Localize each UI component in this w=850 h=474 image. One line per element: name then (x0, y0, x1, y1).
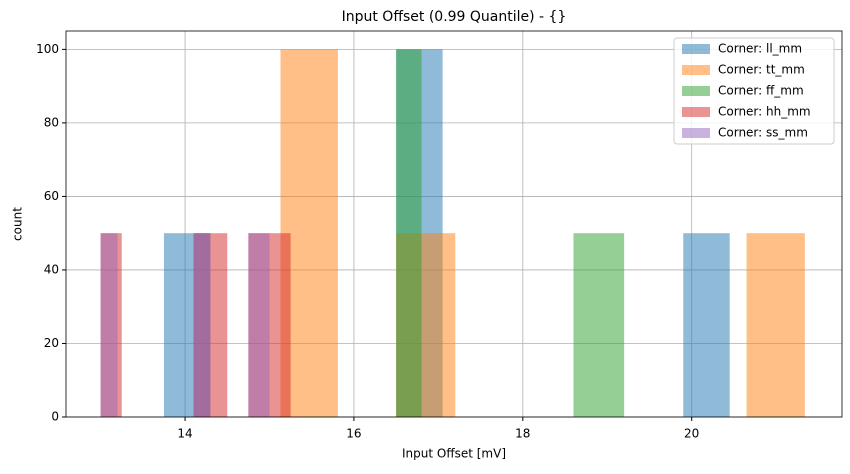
legend-label: Corner: tt_mm (718, 63, 805, 77)
y-tick-label: 0 (51, 410, 59, 424)
legend-swatch (682, 86, 710, 96)
histogram-bar (683, 233, 730, 417)
bars (100, 49, 805, 417)
x-tick-label: 18 (515, 427, 530, 441)
histogram-bar (193, 233, 211, 417)
legend: Corner: ll_mm Corner: tt_mm Corner: ff_mm C… (673, 37, 835, 145)
histogram-bar (100, 233, 118, 417)
x-axis-label: Input Offset [mV] (402, 447, 506, 461)
legend-swatch (682, 65, 710, 75)
legend-swatch (682, 107, 710, 117)
histogram-bar (746, 233, 805, 417)
chart-title: Input Offset (0.99 Quantile) - {} (342, 9, 567, 25)
y-axis-label: count (11, 207, 25, 241)
x-tick-label: 20 (684, 427, 699, 441)
histogram-bar (396, 49, 422, 417)
legend-label: Corner: ss_mm (718, 126, 808, 140)
legend-box (673, 37, 835, 145)
legend-label: Corner: ff_mm (718, 84, 804, 98)
legend-swatch (682, 44, 710, 54)
legend-label: Corner: ll_mm (718, 42, 802, 56)
y-tick-label: 100 (36, 42, 59, 56)
histogram-bar (248, 233, 270, 417)
axes: 14 16 18 20 0 20 40 60 80 100 (36, 30, 843, 441)
legend-swatch (682, 128, 710, 138)
y-tick-label: 40 (44, 262, 59, 276)
y-tick-label: 20 (44, 336, 59, 350)
legend-label: Corner: hh_mm (718, 105, 811, 119)
histogram-bar (573, 233, 625, 417)
y-tick-label: 80 (44, 115, 59, 129)
x-tick-label: 14 (177, 427, 192, 441)
y-tick-label: 60 (44, 189, 59, 203)
plot-frame (65, 30, 843, 418)
x-tick-label: 16 (346, 427, 361, 441)
